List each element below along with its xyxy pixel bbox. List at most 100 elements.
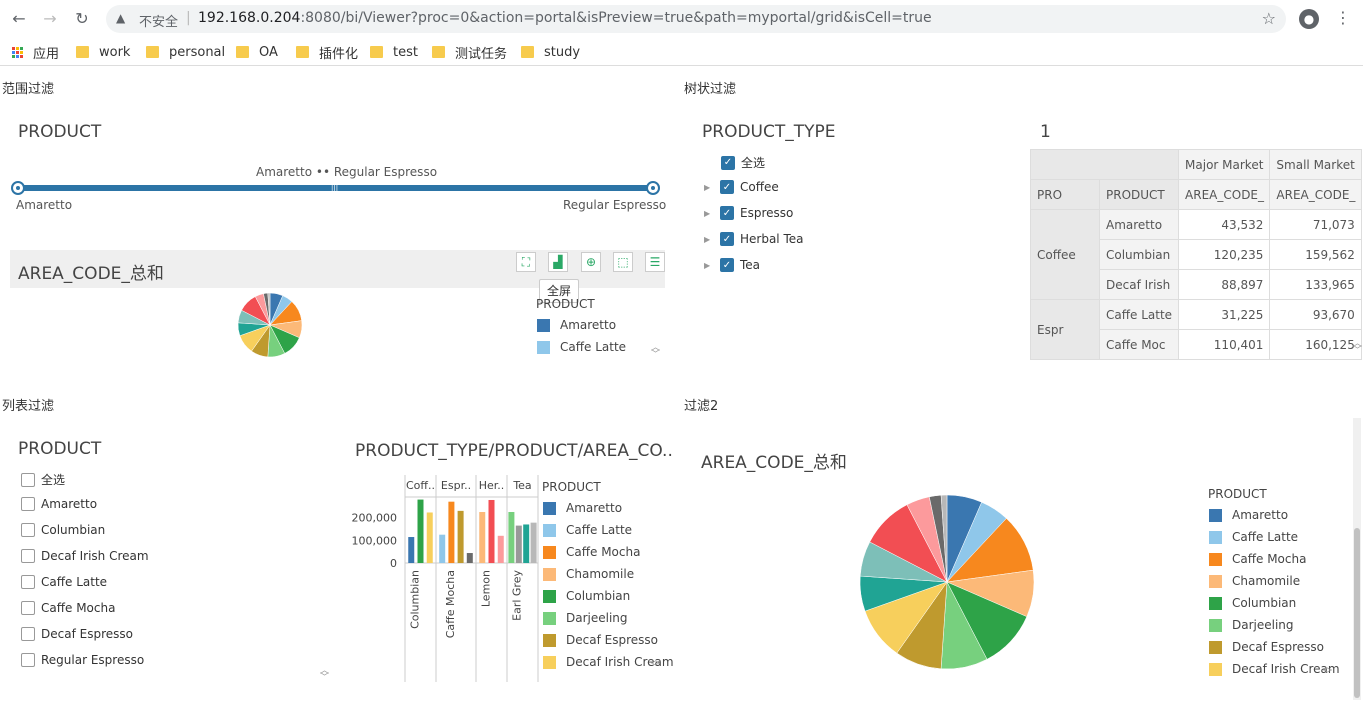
bookmark-item[interactable]: OA [236, 43, 278, 61]
reload-icon[interactable]: ↻ [75, 9, 89, 28]
profile-icon[interactable]: ● [1299, 9, 1319, 29]
legend-item[interactable]: Caffe Latte [1209, 530, 1298, 544]
bar-legend-scroll-icon[interactable]: ︿ ﹀ [651, 656, 661, 673]
legend-item[interactable]: Chamomile [1209, 574, 1300, 588]
bar[interactable] [448, 501, 455, 563]
checkbox-unchecked[interactable] [21, 575, 35, 589]
tree-item[interactable]: ▶ ✓ Coffee [704, 180, 779, 194]
legend-item[interactable]: Amaretto [537, 318, 616, 332]
legend-item[interactable]: Decaf Irish Cream [543, 655, 674, 669]
row-header[interactable]: PRO [1030, 179, 1100, 210]
bar[interactable] [408, 537, 415, 563]
expand-icon[interactable]: ▶ [704, 182, 711, 192]
forward-icon[interactable]: → [43, 9, 57, 28]
checkbox-unchecked[interactable] [21, 497, 35, 511]
list-item[interactable]: Caffe Mocha [21, 601, 115, 615]
bar[interactable] [466, 553, 473, 563]
expand-icon[interactable]: ▶ [704, 234, 711, 244]
legend-item[interactable]: Darjeeling [1209, 618, 1294, 632]
crosstab-scroll-icon[interactable]: ︿ ﹀ [1353, 339, 1363, 356]
bookmark-star-icon[interactable]: ☆ [1261, 9, 1276, 28]
legend-item[interactable]: Amaretto [543, 501, 622, 515]
list-icon[interactable]: ☰ [645, 252, 665, 272]
tree-item[interactable]: ▶ ✓ Tea [704, 258, 760, 272]
chart-type-icon[interactable]: ▟ [548, 252, 568, 272]
row-header[interactable]: AREA_CODE_ [1178, 179, 1271, 210]
list-item[interactable]: 全选 [21, 471, 65, 488]
bar[interactable] [497, 535, 504, 563]
bar[interactable] [508, 512, 515, 563]
group-cell[interactable]: Coffee [1030, 209, 1100, 300]
legend-item[interactable]: Decaf Espresso [543, 633, 658, 647]
range-slider-max-handle[interactable] [646, 181, 660, 195]
legend-item[interactable]: Columbian [543, 589, 630, 603]
bookmark-item[interactable]: 插件化 [296, 43, 358, 62]
row-header[interactable]: AREA_CODE_ [1269, 179, 1362, 210]
list-item[interactable]: Caffe Latte [21, 575, 107, 589]
bar[interactable] [530, 522, 537, 563]
list-scroll-icon[interactable]: ︿ ﹀ [320, 666, 330, 683]
checkbox-checked[interactable]: ✓ [720, 232, 734, 246]
bar[interactable] [439, 534, 446, 563]
bookmark-item[interactable]: personal [146, 43, 225, 61]
bar[interactable] [523, 524, 530, 563]
checkbox-checked[interactable]: ✓ [720, 206, 734, 220]
tree-item[interactable]: ▶ ✓ Herbal Tea [704, 232, 804, 246]
checkbox-checked[interactable]: ✓ [721, 155, 735, 170]
page-scrollbar[interactable] [1353, 418, 1361, 700]
range-slider-min-handle[interactable] [11, 181, 25, 195]
checkbox-unchecked[interactable] [21, 627, 35, 641]
legend-item[interactable]: Decaf Espresso [1209, 640, 1324, 654]
legend-item[interactable]: Decaf Irish Cream [1209, 662, 1340, 676]
legend-item[interactable]: Caffe Mocha [543, 545, 640, 559]
range-slider-track[interactable]: ||| [18, 185, 654, 192]
address-bar[interactable]: ▲ 不安全 | 192.168.0.204:8080/bi/Viewer?pro… [106, 5, 1286, 33]
list-item[interactable]: Amaretto [21, 497, 97, 511]
back-icon[interactable]: ← [12, 9, 26, 28]
checkbox-unchecked[interactable] [21, 601, 35, 615]
bar[interactable] [457, 510, 464, 563]
legend-item[interactable]: Chamomile [543, 567, 634, 581]
legend-item[interactable]: Amaretto [1209, 508, 1288, 522]
checkbox-unchecked[interactable] [21, 549, 35, 563]
checkbox-unchecked[interactable] [21, 653, 35, 667]
pie-slice[interactable] [267, 293, 271, 326]
bar[interactable] [426, 512, 433, 563]
tree-item[interactable]: ✓ 全选 [721, 154, 765, 171]
legend-item[interactable]: Darjeeling [543, 611, 628, 625]
legend-item[interactable]: Columbian [1209, 596, 1296, 610]
checkbox-unchecked[interactable] [21, 523, 35, 537]
expand-icon[interactable]: ▶ [704, 208, 711, 218]
fullscreen-icon[interactable]: ⛶ [516, 252, 536, 272]
more-menu-icon[interactable]: ⋮ [1335, 8, 1351, 27]
bookmark-apps[interactable]: 应用 [12, 43, 59, 62]
legend-item[interactable]: Caffe Latte [537, 340, 626, 354]
expand-icon[interactable]: ▶ [704, 260, 711, 270]
zoom-icon[interactable]: ⊕ [581, 252, 601, 272]
checkbox-unchecked[interactable] [21, 472, 35, 487]
row-header[interactable]: PRODUCT [1098, 179, 1180, 210]
scrollbar-thumb[interactable] [1354, 528, 1360, 698]
bar[interactable] [515, 525, 522, 563]
bar[interactable] [479, 512, 486, 563]
legend-item[interactable]: Caffe Latte [543, 523, 632, 537]
list-item[interactable]: Decaf Espresso [21, 627, 133, 641]
checkbox-checked[interactable]: ✓ [720, 258, 734, 272]
checkbox-checked[interactable]: ✓ [720, 180, 734, 194]
pie-slice[interactable] [940, 495, 948, 583]
list-item[interactable]: Columbian [21, 523, 105, 537]
bar[interactable] [488, 499, 495, 563]
select-icon[interactable]: ⬚ [613, 252, 633, 272]
bookmark-item[interactable]: test [370, 43, 418, 61]
bookmark-item[interactable]: study [521, 43, 580, 61]
legend-item[interactable]: Caffe Mocha [1209, 552, 1306, 566]
url-text[interactable]: 192.168.0.204:8080/bi/Viewer?proc=0&acti… [198, 10, 932, 26]
bar[interactable] [417, 499, 424, 563]
group-cell[interactable]: Espr [1030, 299, 1100, 360]
filter2-legend-scroll-icon[interactable]: ︿ ﹀ [1323, 663, 1333, 680]
bookmark-item[interactable]: 测试任务 [432, 43, 507, 62]
tree-item[interactable]: ▶ ✓ Espresso [704, 206, 793, 220]
bookmark-item[interactable]: work [76, 43, 130, 61]
list-item[interactable]: Decaf Irish Cream [21, 549, 149, 563]
legend-scroll-icon[interactable]: ︿ ﹀ [651, 343, 661, 360]
